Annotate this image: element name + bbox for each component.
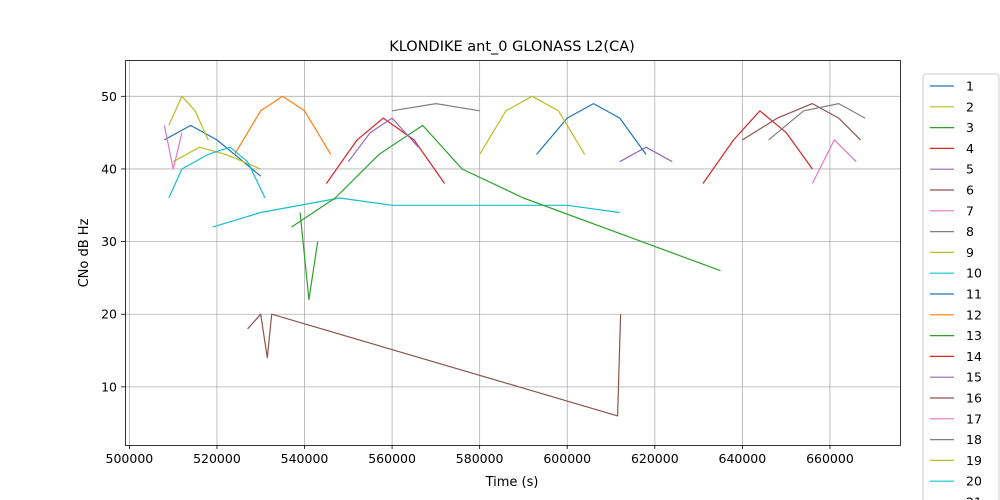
legend-label: 5 <box>966 162 974 177</box>
series-line-3 <box>299 212 319 301</box>
legend-box <box>922 73 1000 500</box>
legend-label: 1 <box>966 79 974 94</box>
plot-frame <box>125 60 901 446</box>
y-tick-label: 20 <box>101 307 117 322</box>
legend-label: 4 <box>966 141 974 156</box>
legend-label: 20 <box>966 474 982 489</box>
series-line-9 <box>168 95 209 141</box>
series-line-2 <box>172 146 261 170</box>
legend: 123456789101112131415161718192021 <box>922 73 1000 500</box>
series-line-4 <box>325 117 446 184</box>
series-line-16 <box>742 102 862 141</box>
legend-label: 13 <box>966 328 982 343</box>
x-axis-label: Time (s) <box>485 475 539 490</box>
legend-label: 6 <box>966 183 974 198</box>
x-tick-label: 600000 <box>543 451 591 466</box>
legend-label: 11 <box>966 287 982 302</box>
series-line-17 <box>811 139 857 184</box>
legend-label: 21 <box>966 495 982 500</box>
legend-label: 2 <box>966 99 974 114</box>
x-tick-label: 520000 <box>193 451 241 466</box>
series-line-8 <box>392 102 480 112</box>
series-line-10 <box>212 197 620 228</box>
x-axis-ticks: 500000 520000 540000 560000 580000 600000 6200… <box>106 445 854 466</box>
y-axis-ticks: 10 20 30 40 50 <box>101 89 125 394</box>
y-tick-label: 30 <box>101 234 117 249</box>
chart-title: KLONDIKE ant_0 GLONASS L2(CA) <box>389 39 635 55</box>
x-tick-label: 640000 <box>719 451 767 466</box>
series-line-12 <box>233 95 332 155</box>
legend-label: 10 <box>966 266 982 281</box>
series-line-7 <box>163 125 183 170</box>
series-line-14 <box>702 110 813 184</box>
y-axis-label: CNo dB Hz <box>77 218 92 287</box>
plot-area <box>125 60 900 445</box>
series-line-18 <box>768 102 866 141</box>
legend-label: 17 <box>966 411 982 426</box>
legend-label: 15 <box>966 370 982 385</box>
series-line-13 <box>291 124 721 272</box>
legend-label: 16 <box>966 391 982 406</box>
series-line-11 <box>536 102 647 155</box>
legend-label: 12 <box>966 307 982 322</box>
y-tick-label: 50 <box>101 89 117 104</box>
y-tick-label: 40 <box>101 161 117 176</box>
legend-label: 3 <box>966 120 974 135</box>
legend-label: 7 <box>966 203 974 218</box>
legend-label: 18 <box>966 432 982 447</box>
series-line-19 <box>479 95 586 155</box>
series-line-6 <box>247 313 622 417</box>
series-line-20 <box>168 146 266 199</box>
series-line-15 <box>347 117 419 163</box>
legend-label: 9 <box>966 245 974 260</box>
x-tick-label: 540000 <box>281 451 329 466</box>
series-line-5 <box>619 146 673 163</box>
x-tick-label: 560000 <box>368 451 416 466</box>
legend-label: 19 <box>966 453 982 468</box>
x-tick-label: 500000 <box>106 451 154 466</box>
x-tick-label: 620000 <box>631 451 679 466</box>
x-tick-label: 660000 <box>806 451 854 466</box>
legend-label: 8 <box>966 224 974 239</box>
legend-label: 14 <box>966 349 982 364</box>
y-tick-label: 10 <box>101 379 117 394</box>
series-layer <box>163 95 866 417</box>
x-tick-label: 580000 <box>456 451 504 466</box>
